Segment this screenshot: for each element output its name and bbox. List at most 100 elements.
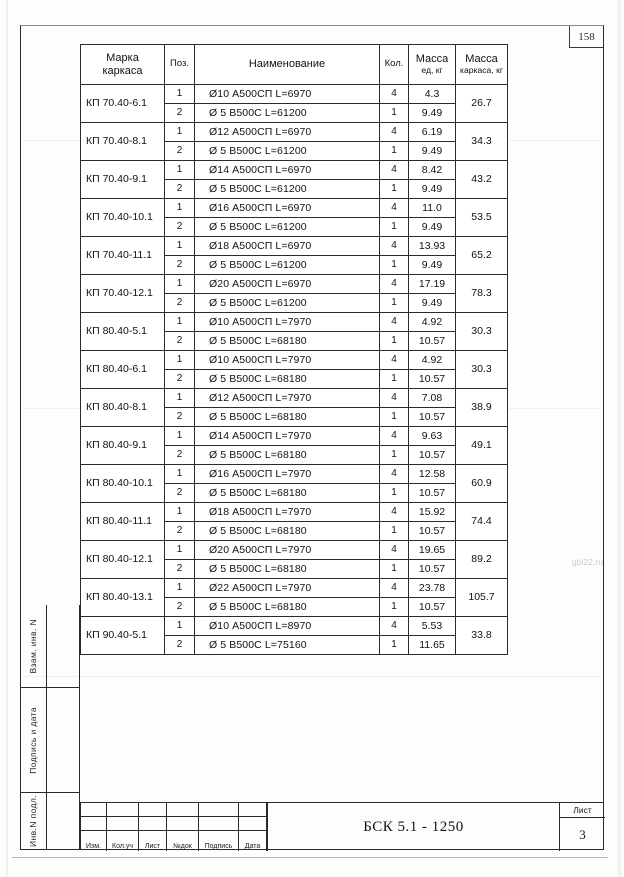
cell-quantity: 4 <box>379 236 409 256</box>
column-header-mass-frame-line1: Масса <box>465 53 498 66</box>
cell-position: 2 <box>164 293 195 313</box>
table-row: КП 80.40-5.1 1 Ø10 А500СП L=7970 4 4.92 30.3 <box>80 312 508 351</box>
cell-quantity: 4 <box>379 198 409 218</box>
cell-quantity: 4 <box>379 426 409 446</box>
table-row: КП 70.40-9.1 1 Ø14 А500СП L=6970 4 8.42 43.2 <box>80 160 508 199</box>
cell-position: 2 <box>164 483 195 503</box>
cell-position: 1 <box>164 578 195 598</box>
cell-quantity: 4 <box>379 274 409 294</box>
column-header-mass-frame-line2: каркаса, кг <box>460 64 503 75</box>
cell-unit-mass: 15.92 <box>408 502 456 522</box>
cell-frame-mark: КП 80.40-5.1 <box>80 312 165 351</box>
cell-designation: Ø 5 В500С L=61200 <box>194 103 380 123</box>
table-row: КП 80.40-11.1 1 Ø18 А500СП L=7970 4 15.92 74.… <box>80 502 508 541</box>
cell-frame-mark: КП 70.40-11.1 <box>80 236 165 275</box>
cell-frame-mass: 65.2 <box>455 236 508 275</box>
cell-quantity: 1 <box>379 179 409 199</box>
cell-quantity: 1 <box>379 369 409 389</box>
scan-edge-left <box>5 0 8 877</box>
cell-designation: Ø 5 В500С L=61200 <box>194 293 380 313</box>
cell-quantity: 4 <box>379 350 409 370</box>
cell-unit-mass: 10.57 <box>408 445 456 465</box>
revision-row-empty-1 <box>81 803 267 817</box>
side-stub-column: Взам. инв. N Подпись и дата Инв.N подл. <box>20 605 80 850</box>
table-row: КП 80.40-13.1 1 Ø22 А500СП L=7970 4 23.78 105… <box>80 578 508 617</box>
column-header-mark: Марка каркаса <box>80 44 165 85</box>
cell-position: 2 <box>164 141 195 161</box>
cell-quantity: 1 <box>379 597 409 617</box>
cell-unit-mass: 9.49 <box>408 103 456 123</box>
page-number-box: 158 <box>569 26 603 48</box>
table-body: КП 70.40-6.1 1 Ø10 А500СП L=6970 4 4.3 26.7 2 Ø… <box>80 84 508 655</box>
cell-position: 1 <box>164 350 195 370</box>
cell-frame-mark: КП 70.40-9.1 <box>80 160 165 199</box>
table-row: КП 80.40-8.1 1 Ø12 А500СП L=7970 4 7.08 38.9 <box>80 388 508 427</box>
side-cell-podpis-data: Подпись и дата <box>20 687 80 792</box>
cell-frame-mark: КП 70.40-8.1 <box>80 122 165 161</box>
cell-frame-mark: КП 70.40-12.1 <box>80 274 165 313</box>
side-label-podpis-data: Подпись и дата <box>28 706 38 774</box>
revision-empty-cell <box>199 803 239 816</box>
cell-designation: Ø 5 В500С L=68180 <box>194 597 380 617</box>
cell-quantity: 4 <box>379 540 409 560</box>
cell-position: 1 <box>164 464 195 484</box>
cell-position: 1 <box>164 274 195 294</box>
table-row: КП 80.40-10.1 1 Ø16 А500СП L=7970 4 12.58 60.… <box>80 464 508 503</box>
cell-position: 2 <box>164 255 195 275</box>
cell-quantity: 4 <box>379 84 409 104</box>
cell-unit-mass: 4.92 <box>408 350 456 370</box>
cell-designation: Ø12 А500СП L=7970 <box>194 388 380 408</box>
cell-designation: Ø 5 В500С L=68180 <box>194 369 380 389</box>
revision-empty-cell <box>81 817 107 830</box>
cell-unit-mass: 9.63 <box>408 426 456 446</box>
cell-quantity: 4 <box>379 160 409 180</box>
cell-unit-mass: 10.57 <box>408 521 456 541</box>
table-row: КП 70.40-8.1 1 Ø12 А500СП L=6970 4 6.19 34.3 <box>80 122 508 161</box>
cell-quantity: 4 <box>379 616 409 636</box>
revision-empty-cell <box>239 803 267 816</box>
cell-unit-mass: 7.08 <box>408 388 456 408</box>
cell-position: 2 <box>164 331 195 351</box>
cell-quantity: 1 <box>379 103 409 123</box>
revision-empty-cell <box>139 817 167 830</box>
cell-designation: Ø18 А500СП L=7970 <box>194 502 380 522</box>
cell-designation: Ø 5 В500С L=68180 <box>194 407 380 427</box>
cell-quantity: 1 <box>379 445 409 465</box>
cell-unit-mass: 9.49 <box>408 255 456 275</box>
cell-unit-mass: 11.0 <box>408 198 456 218</box>
table-row: КП 70.40-10.1 1 Ø16 А500СП L=6970 4 11.0 53.5 <box>80 198 508 237</box>
cell-unit-mass: 17.19 <box>408 274 456 294</box>
cell-unit-mass: 10.57 <box>408 559 456 579</box>
cell-frame-mass: 74.4 <box>455 502 508 541</box>
specification-table: Марка каркаса Поз. Наименование Кол. Мас… <box>80 44 508 655</box>
cell-frame-mark: КП 70.40-6.1 <box>80 84 165 123</box>
cell-position: 2 <box>164 217 195 237</box>
cell-unit-mass: 13.93 <box>408 236 456 256</box>
cell-frame-mass: 105.7 <box>455 578 508 617</box>
column-header-mass-frame: Масса каркаса, кг <box>455 44 508 85</box>
cell-quantity: 1 <box>379 217 409 237</box>
revision-column-header: Дата <box>239 831 267 851</box>
cell-designation: Ø18 А500СП L=6970 <box>194 236 380 256</box>
cell-position: 1 <box>164 616 195 636</box>
cell-position: 2 <box>164 179 195 199</box>
revision-row-empty-2 <box>81 817 267 831</box>
cell-unit-mass: 5.53 <box>408 616 456 636</box>
title-block: Изм. Кол.уч Лист №док Подпись Дата БСК 5.1 - … <box>80 802 605 851</box>
drawing-code: БСК 5.1 - 1250 <box>267 803 559 851</box>
cell-designation: Ø14 А500СП L=7970 <box>194 426 380 446</box>
cell-position: 2 <box>164 597 195 617</box>
cell-designation: Ø10 А500СП L=7970 <box>194 350 380 370</box>
revision-empty-cell <box>107 803 139 816</box>
cell-quantity: 1 <box>379 407 409 427</box>
table-row: КП 70.40-12.1 1 Ø20 А500СП L=6970 4 17.19 78.… <box>80 274 508 313</box>
cell-position: 1 <box>164 160 195 180</box>
cell-unit-mass: 11.65 <box>408 635 456 655</box>
cell-frame-mark: КП 90.40-5.1 <box>80 616 165 655</box>
